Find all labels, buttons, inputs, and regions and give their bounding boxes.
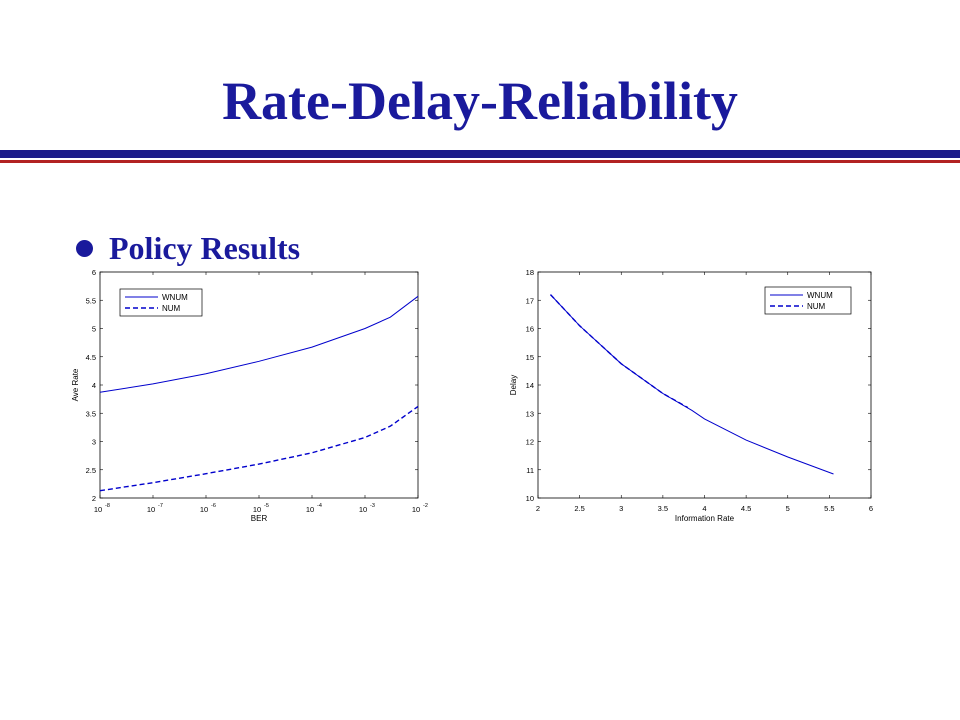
y-tick-label: 2.5 — [86, 466, 96, 475]
y-tick-label: 4.5 — [86, 353, 96, 362]
legend-label-wnum: WNUM — [807, 291, 833, 300]
y-tick-label: 15 — [526, 353, 534, 362]
x-tick-label: 2 — [536, 504, 540, 513]
bullet-text: Policy Results — [109, 229, 301, 266]
y-tick-label: 3.5 — [86, 409, 96, 418]
x-tick-label: 3 — [619, 504, 623, 513]
x-tick-label: 10 — [306, 505, 314, 514]
y-tick-label: 5.5 — [86, 296, 96, 305]
legend-label-wnum: WNUM — [162, 293, 188, 302]
series-line-wnum — [550, 294, 834, 475]
x-tick-label: 10 — [253, 505, 261, 514]
x-axis-label: BER — [251, 514, 268, 523]
y-tick-label: 18 — [526, 268, 534, 277]
series-line-num — [99, 405, 419, 492]
x-tick-label: 4.5 — [741, 504, 751, 513]
x-tick-exponent: -5 — [264, 503, 269, 509]
y-axis-label: Ave Rate — [71, 368, 80, 401]
y-tick-label: 2 — [92, 494, 96, 503]
x-tick-label: 10 — [359, 505, 367, 514]
x-tick-exponent: -4 — [317, 503, 322, 509]
legend-box — [764, 286, 852, 315]
x-tick-exponent: -8 — [105, 503, 110, 509]
y-tick-label: 4 — [92, 381, 96, 390]
x-tick-label: 6 — [869, 504, 873, 513]
title-rule-red — [0, 160, 960, 163]
x-axis-label: Information Rate — [675, 514, 735, 523]
x-tick-label: 5 — [786, 504, 790, 513]
bullet-item: Policy Results — [76, 228, 300, 268]
y-tick-label: 10 — [526, 494, 534, 503]
legend-box — [119, 288, 203, 317]
legend-label-num: NUM — [807, 302, 826, 311]
legend-label-num: NUM — [162, 304, 181, 313]
y-tick-label: 13 — [526, 409, 534, 418]
x-tick-label: 10 — [200, 505, 208, 514]
y-tick-label: 14 — [526, 381, 534, 390]
series-line-wnum — [99, 295, 419, 393]
y-axis-label: Delay — [509, 375, 518, 395]
y-tick-label: 3 — [92, 438, 96, 447]
y-tick-label: 12 — [526, 438, 534, 447]
chart-1: 10 -8 10 -7 10 -6 10 -5 10 -4 10 -3 10 -222.533.544.5… — [71, 268, 428, 523]
x-tick-label: 4 — [702, 504, 706, 513]
x-tick-label: 10 — [412, 505, 420, 514]
y-tick-label: 17 — [526, 296, 534, 305]
y-tick-label: 16 — [526, 325, 534, 334]
chart-2: 2 2.5 3 3.5 4 4.5 5 5.5 6 10 11 12 13 14 15 16 17 18 Infor… — [509, 268, 873, 523]
x-tick-exponent: -7 — [158, 503, 163, 509]
y-tick-label: 5 — [92, 325, 96, 334]
series-line-num — [549, 294, 689, 409]
x-tick-label: 10 — [147, 505, 155, 514]
title-rule-blue — [0, 150, 960, 158]
y-tick-label: 11 — [526, 466, 534, 475]
slide-title: Rate-Delay-Reliability — [222, 71, 738, 131]
x-tick-label: 3.5 — [658, 504, 668, 513]
x-tick-label: 5.5 — [824, 504, 834, 513]
x-tick-exponent: -3 — [370, 503, 375, 509]
y-tick-label: 6 — [92, 268, 96, 277]
bullet-dot-icon — [76, 239, 93, 257]
x-tick-label: 10 — [94, 505, 102, 514]
x-tick-label: 2.5 — [574, 504, 584, 513]
x-tick-exponent: -6 — [211, 503, 216, 509]
x-tick-exponent: -2 — [423, 503, 428, 509]
